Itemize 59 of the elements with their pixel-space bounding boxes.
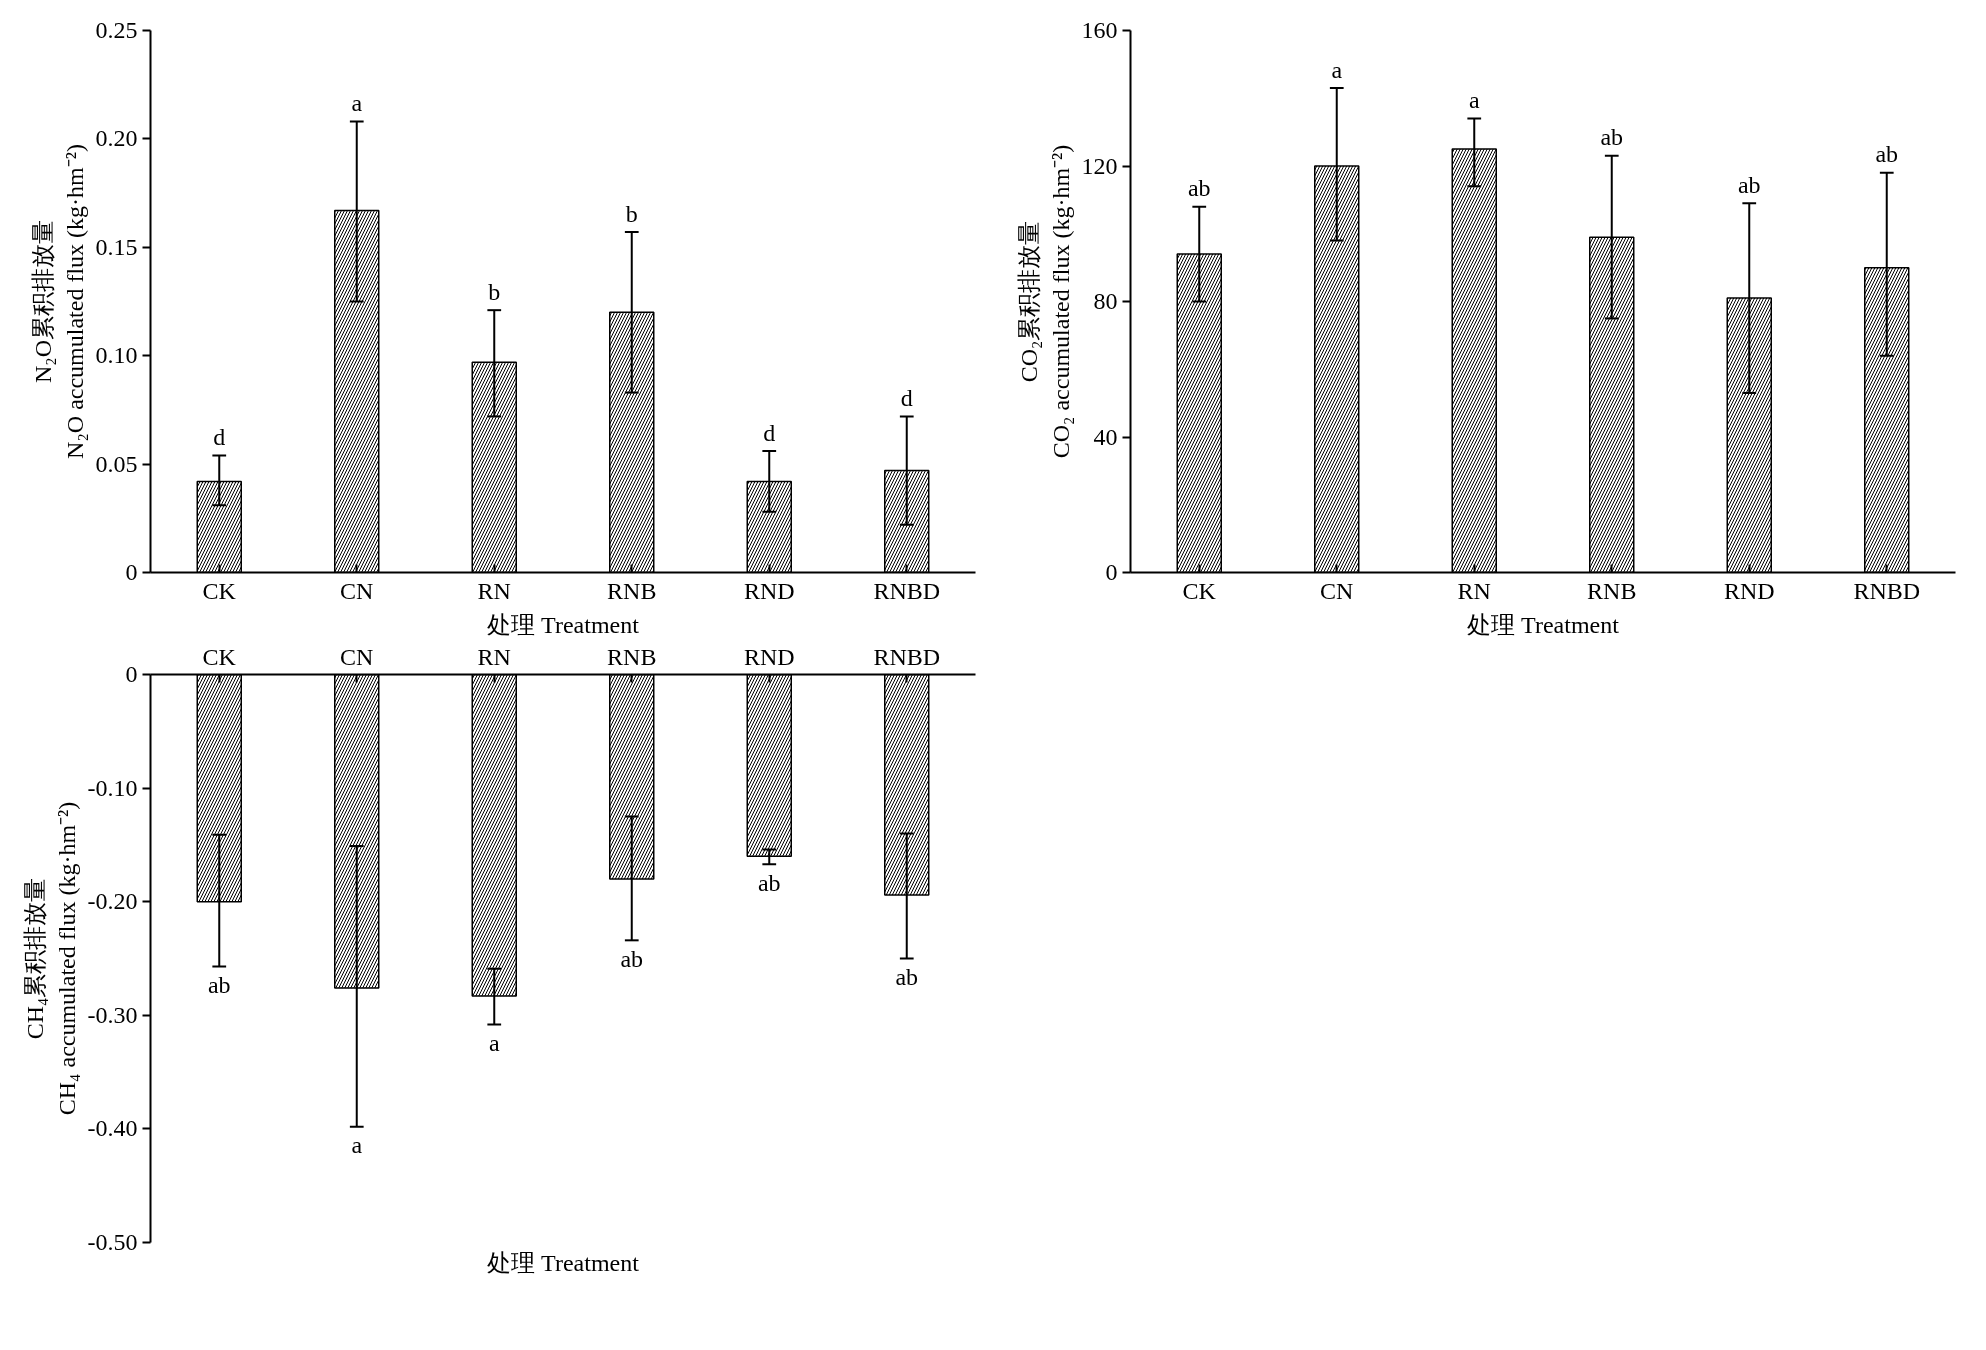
x-tick-label: RNB [607, 643, 657, 670]
x-tick-label: RND [743, 577, 795, 604]
x-tick-label: CK [1182, 577, 1217, 604]
x-tick-label: RN [1457, 577, 1491, 604]
x-tick-label: CK [202, 577, 237, 604]
x-axis-title: 处理 Treatment [487, 1249, 640, 1276]
annotation: b [488, 278, 501, 305]
annotation: ab [1187, 175, 1211, 202]
y-tick-label: 0.15 [95, 233, 138, 260]
y-tick-label: 0 [1105, 559, 1118, 585]
y-tick-label: -0.10 [87, 774, 138, 801]
annotation: a [1331, 56, 1343, 83]
y-tick-label: 0.10 [95, 342, 138, 369]
x-tick-label: RNBD [1853, 577, 1921, 604]
x-tick-label: RNBD [873, 643, 941, 670]
x-tick-label: RNBD [873, 577, 941, 604]
y-axis-title: CH₄累积排放量 CH₄ accumulated flux (kg·hm⁻²) [22, 801, 80, 1116]
annotation: d [763, 419, 776, 446]
annotation: a [351, 1132, 363, 1159]
annotation: ab [895, 964, 919, 991]
x-tick-label: RN [477, 577, 511, 604]
y-tick-label: -0.40 [87, 1115, 138, 1142]
y-tick-label: 80 [1093, 288, 1118, 314]
y-tick-label: 0.25 [95, 17, 138, 43]
y-tick-label: 40 [1093, 423, 1118, 450]
x-tick-label: CN [340, 577, 374, 604]
y-tick-label: 0 [125, 661, 138, 687]
annotation: ab [1875, 141, 1899, 168]
annotation: d [900, 384, 913, 411]
y-tick-label: -0.20 [87, 888, 138, 915]
y-axis-title: CO₂累积排放量 CO₂ accumulated flux (kg·hm⁻²) [1016, 144, 1074, 459]
annotation: d [213, 424, 226, 451]
annotation: ab [620, 946, 644, 972]
y-tick-label: -0.50 [87, 1229, 138, 1255]
annotation: a [488, 1030, 500, 1057]
x-tick-label: RNB [607, 577, 657, 604]
y-tick-label: 160 [1081, 17, 1118, 43]
annotation: ab [757, 869, 781, 896]
x-tick-label: RNB [1587, 577, 1637, 604]
y-tick-label: 0.20 [95, 125, 138, 152]
x-tick-label: RND [1723, 577, 1775, 604]
x-axis-title: 处理 Treatment [487, 611, 640, 638]
x-axis-title: 处理 Treatment [1467, 611, 1620, 638]
y-tick-label: -0.30 [87, 1001, 138, 1028]
annotation: a [351, 90, 363, 117]
x-tick-label: RND [743, 643, 795, 670]
x-tick-label: CK [202, 643, 237, 670]
y-tick-label: 120 [1081, 152, 1118, 179]
annotation: a [1468, 87, 1480, 114]
x-tick-label: RN [477, 643, 511, 670]
y-axis-title: N₂O累积排放量 N₂O accumulated flux (kg·hm⁻²) [30, 144, 88, 459]
y-tick-label: 0.05 [95, 450, 138, 477]
annotation: ab [1600, 124, 1624, 151]
annotation: b [625, 200, 638, 227]
x-tick-label: CN [340, 643, 374, 670]
annotation: ab [207, 972, 231, 999]
y-tick-label: 0 [125, 559, 138, 585]
annotation: ab [1737, 171, 1761, 198]
x-tick-label: CN [1320, 577, 1354, 604]
